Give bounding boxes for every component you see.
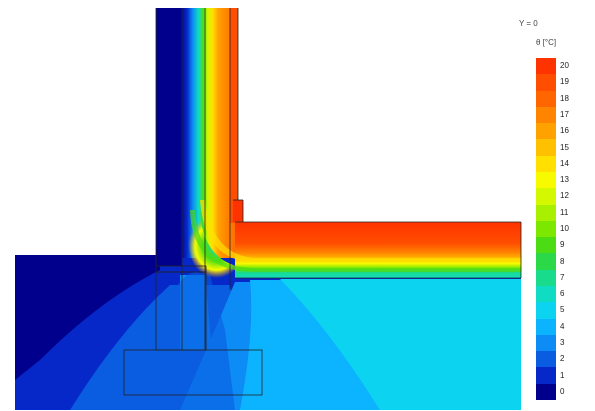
legend-tick-label: 1 [560, 370, 565, 380]
legend-swatch [536, 188, 556, 206]
legend-swatch [536, 351, 556, 368]
legend-tick-label: 6 [560, 289, 565, 299]
legend-tick-label: 15 [560, 142, 569, 152]
legend-tick-label: 16 [560, 126, 569, 136]
legend-swatch [536, 123, 556, 140]
legend-swatch [536, 318, 556, 336]
foundation-plume [150, 272, 235, 410]
legend-swatch [536, 74, 556, 92]
corner-transition [188, 215, 245, 278]
legend-tick-label: 14 [560, 158, 569, 168]
construction-outlines [123, 8, 522, 396]
ground-region-cold [15, 255, 160, 380]
wall-exterior-face [156, 8, 182, 266]
wall-gradient [180, 8, 238, 258]
legend-swatch [536, 367, 556, 385]
legend-tick-label: 2 [560, 354, 565, 364]
legend-swatch [536, 237, 556, 254]
legend-swatch [536, 90, 556, 108]
section-label: Y = 0 [519, 19, 538, 28]
legend-swatch [536, 204, 556, 222]
skirting [233, 200, 243, 222]
legend-tick-label: 19 [560, 77, 569, 87]
legend-tick-label: 8 [560, 256, 565, 266]
legend-swatch [536, 106, 556, 124]
ground-region-5 [280, 279, 521, 410]
legend-tick-label: 0 [560, 386, 565, 396]
legend-swatch [536, 139, 556, 157]
legend-unit-label: θ [°C] [536, 38, 557, 47]
ground-region-5b [440, 279, 521, 320]
legend-tick-label: 13 [560, 175, 569, 185]
legend-swatch [536, 269, 556, 287]
legend-swatch [536, 58, 556, 75]
legend-tick-label: 11 [560, 207, 569, 217]
legend-tick-label: 5 [560, 305, 565, 315]
legend-tick-label: 9 [560, 240, 565, 250]
wall-interior-face [230, 8, 238, 223]
legend-tick-label: 18 [560, 93, 569, 103]
corner-band-2 [190, 210, 521, 272]
legend-tick-label: 7 [560, 272, 565, 282]
legend-swatch [536, 172, 556, 189]
legend-tick-label: 10 [560, 224, 569, 233]
legend-tick-label: 3 [560, 338, 565, 347]
legend-tick-label: 4 [560, 321, 565, 331]
corner-band [200, 200, 521, 262]
legend-tick-label: 12 [560, 191, 569, 201]
legend-swatch [536, 383, 556, 401]
legend-tick-label: 20 [560, 61, 569, 71]
temperature-legend: 20 19 18 17 16 15 14 13 12 11 10 9 8 7 6 5 4 3 2 1 0 [536, 58, 594, 401]
legend-swatch [536, 220, 556, 238]
legend-swatch [536, 334, 556, 352]
legend-swatch [536, 286, 556, 303]
legend-swatch [536, 253, 556, 271]
legend-tick-label: 17 [560, 110, 569, 119]
legend-swatch [536, 302, 556, 320]
legend-swatch [536, 155, 556, 173]
